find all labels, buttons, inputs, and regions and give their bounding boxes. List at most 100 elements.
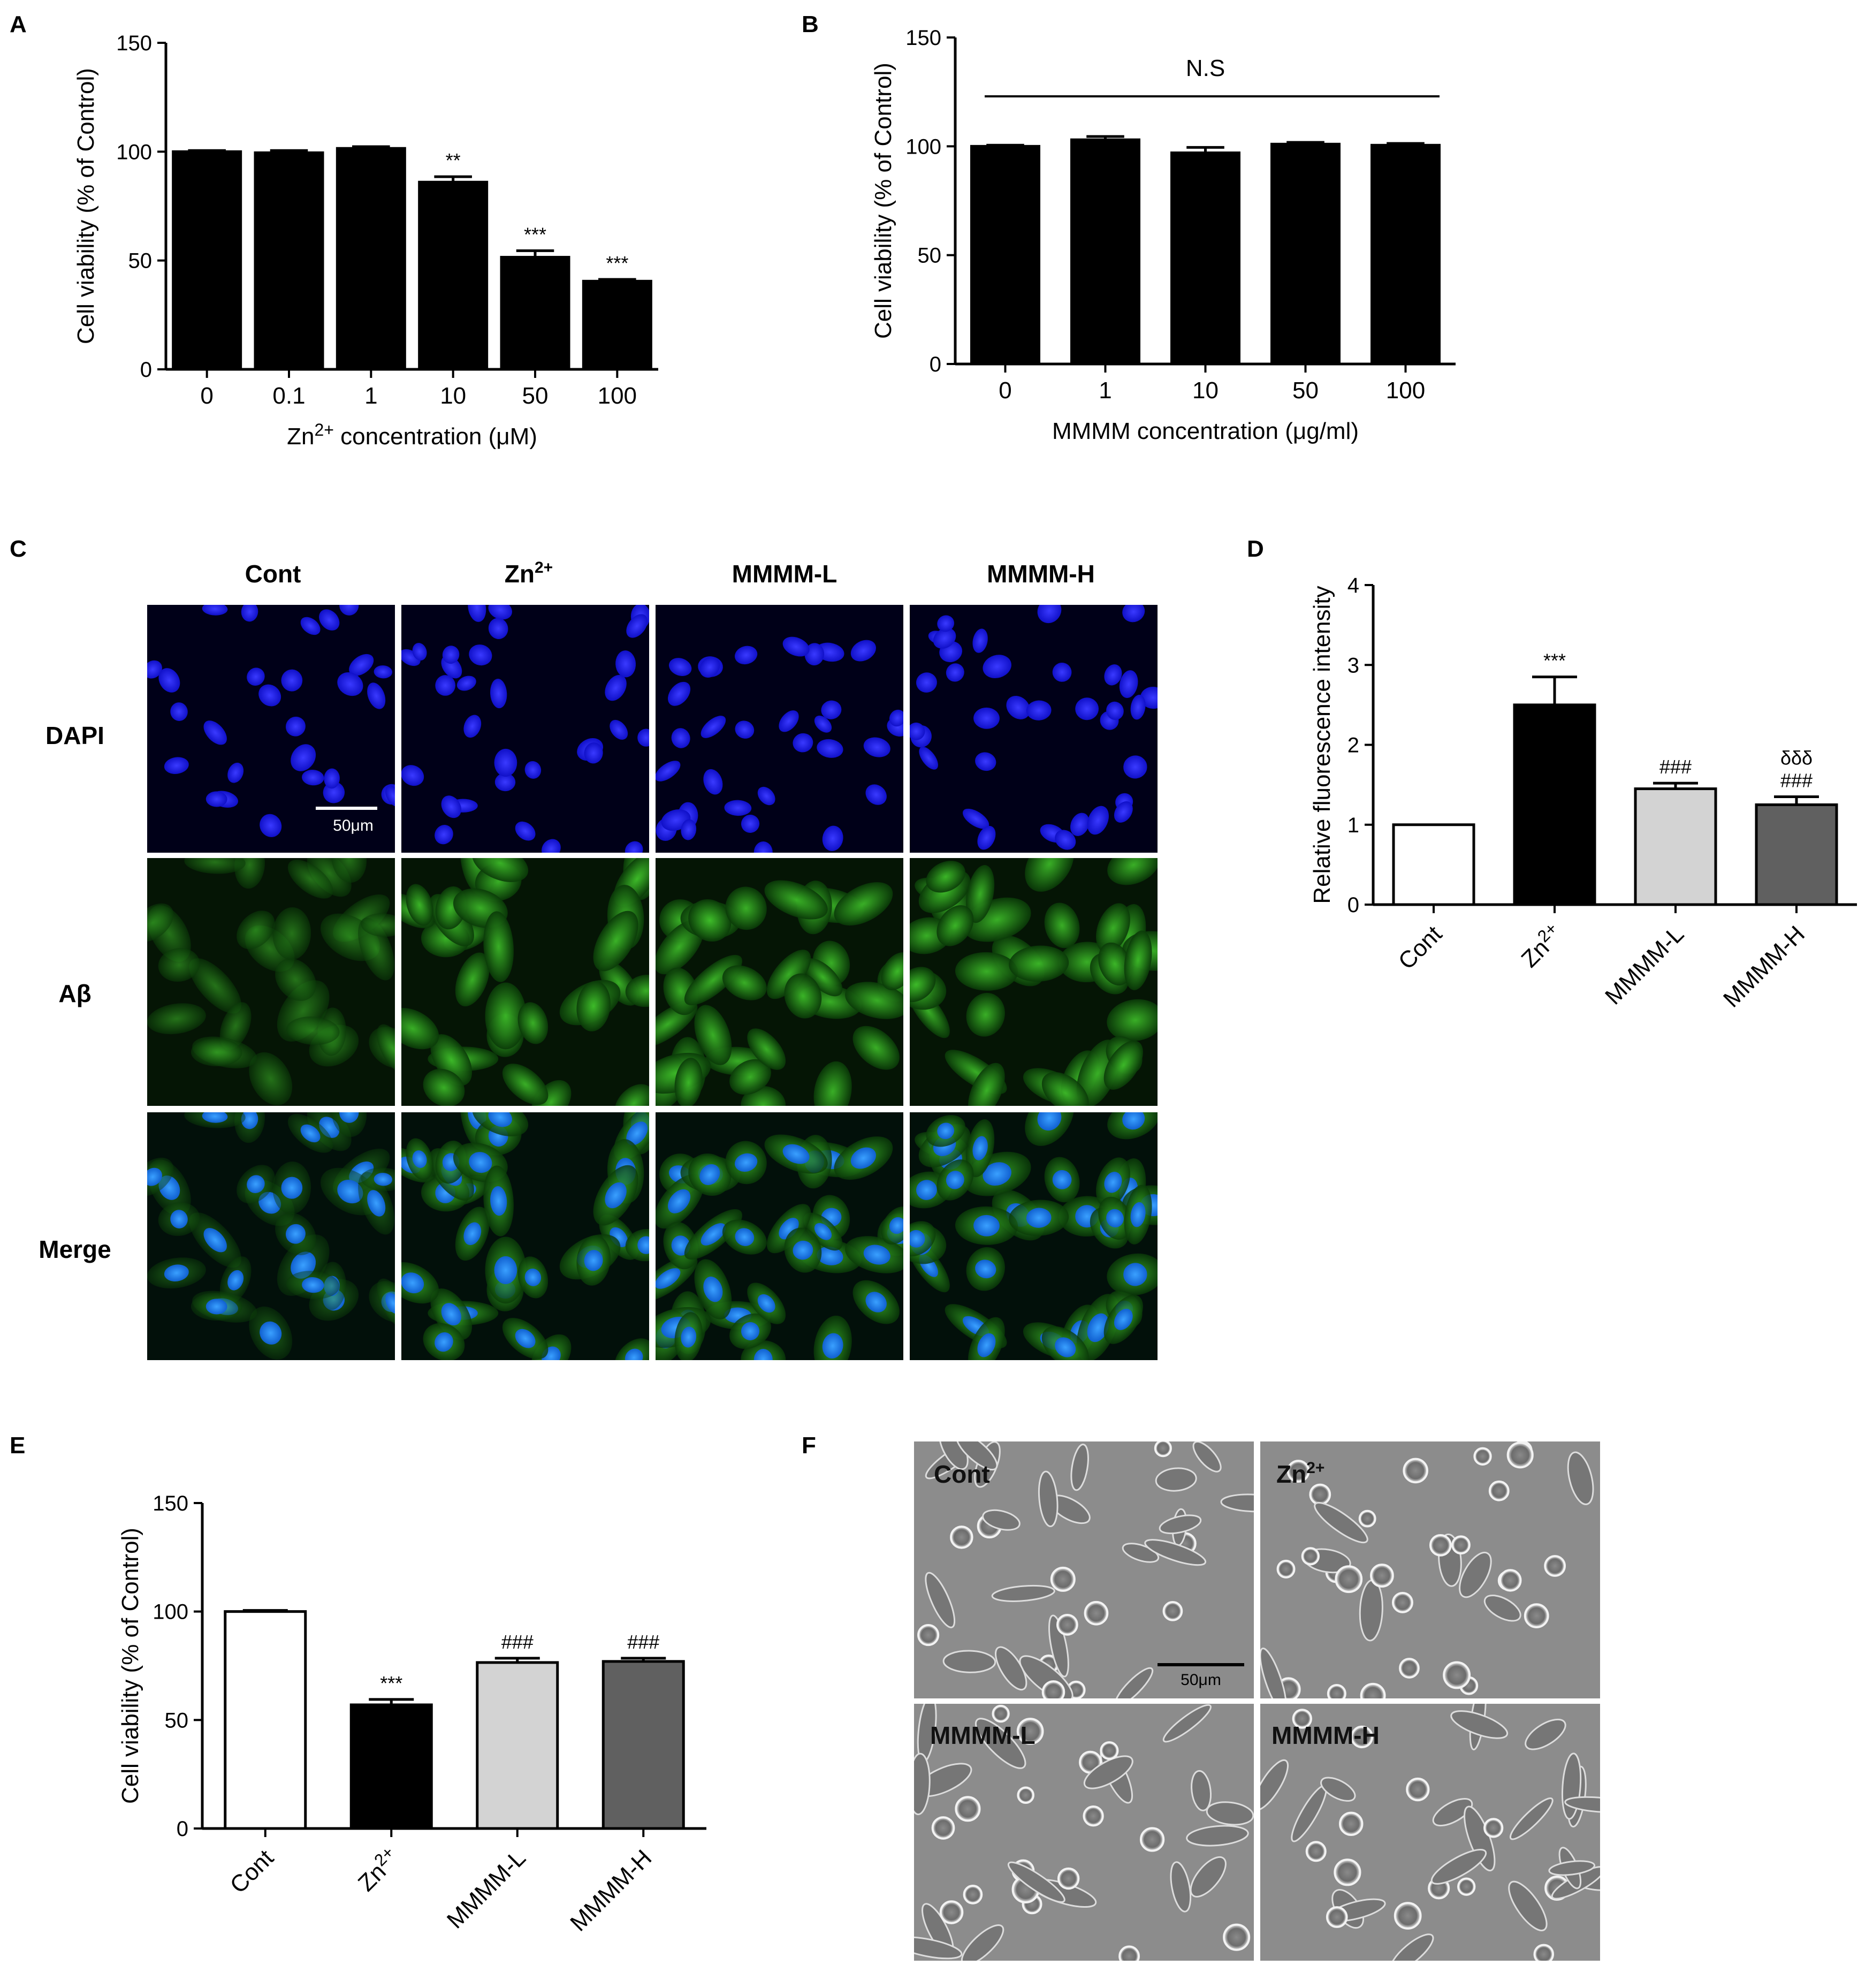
x-category-label: 50: [1292, 377, 1319, 404]
micrograph-tile: [401, 858, 649, 1106]
ns-annotation: N.S: [1186, 55, 1225, 81]
y-tick-label: 150: [153, 1492, 188, 1515]
column-header-cont: Cont: [245, 560, 301, 588]
nucleus: [605, 674, 627, 701]
nucleus: [367, 1190, 386, 1217]
nucleus: [699, 1164, 720, 1185]
x-axis-label: Zn2+ concentration (μM): [287, 420, 537, 450]
cell-body: [189, 958, 241, 1014]
rounded-cell: [1301, 1547, 1320, 1566]
micrograph-tile: [910, 858, 1158, 1106]
y-tick-label: 100: [153, 1600, 188, 1624]
nucleus: [701, 716, 726, 738]
spread-cell: [1155, 1467, 1197, 1492]
nucleus: [170, 1210, 188, 1228]
rounded-cell: [1544, 1555, 1566, 1577]
nucleus: [441, 795, 462, 818]
nucleus: [324, 768, 340, 789]
cell-body: [1025, 858, 1074, 892]
column-header-mmmm-l: MMMM-L: [732, 560, 837, 588]
spread-cell: [1390, 1933, 1434, 1961]
nucleus: [753, 841, 773, 853]
nucleus: [374, 1173, 393, 1186]
rounded-cell: [1339, 1811, 1364, 1837]
y-axis-label: Cell viability (% of Control): [117, 1528, 143, 1804]
cell-body: [722, 965, 767, 1000]
cell-body: [725, 886, 767, 930]
cell-body: [219, 1002, 252, 1050]
rounded-cell: [1488, 1480, 1510, 1501]
nucleus: [1114, 801, 1133, 823]
cell-body: [191, 1038, 242, 1067]
cell-body: [287, 860, 333, 899]
micrograph-tile: [401, 605, 649, 853]
rounded-cell: [1406, 1777, 1430, 1802]
bar: [336, 147, 406, 371]
nucleus: [488, 618, 508, 639]
x-category-label: 1: [364, 383, 377, 409]
nucleus: [975, 1259, 996, 1279]
nucleus: [668, 681, 691, 706]
rounded-cell: [992, 1704, 1010, 1723]
rounded-cell: [1084, 1600, 1109, 1626]
nucleus: [147, 1167, 162, 1186]
nucleus: [241, 605, 258, 622]
bar: [602, 1660, 685, 1830]
spread-cell: [1430, 1849, 1487, 1885]
y-tick-label: 3: [1347, 654, 1359, 677]
micrograph-tile: [910, 605, 1158, 853]
nucleus: [610, 719, 628, 740]
nucleus: [615, 650, 636, 678]
nucleus: [919, 747, 938, 770]
significance-label: ###: [1659, 756, 1692, 778]
column-header-mmmm-h: MMMM-H: [987, 560, 1095, 588]
nucleus: [817, 739, 843, 758]
nucleus: [735, 720, 755, 739]
nucleus: [241, 1112, 258, 1129]
cell-body: [184, 858, 246, 874]
nucleus: [367, 682, 386, 709]
bar: [254, 151, 324, 371]
spread-cell: [1564, 1796, 1600, 1814]
y-tick-label: 1: [1347, 814, 1359, 837]
nucleus: [435, 825, 453, 845]
spread-cell: [1170, 1861, 1192, 1913]
bar: [1371, 143, 1441, 366]
spread-cell: [1122, 1543, 1160, 1563]
spread-cell: [956, 1441, 998, 1471]
micrograph-tile: [147, 605, 395, 853]
rounded-cell: [1443, 1661, 1471, 1689]
nucleus: [205, 791, 227, 807]
nucleus: [515, 821, 536, 841]
nucleus: [793, 1240, 813, 1260]
cell-body: [455, 952, 490, 1007]
spread-cell: [1314, 1502, 1368, 1544]
rounded-cell: [1451, 1535, 1471, 1555]
nucleus: [605, 1182, 627, 1209]
rounded-cell: [1360, 1682, 1386, 1698]
x-category-label: MMMM-L: [442, 1845, 531, 1933]
nucleus: [1087, 806, 1109, 835]
significance-label: ###: [627, 1631, 659, 1653]
rounded-cell: [1370, 1564, 1394, 1588]
phase-contrast-tile: [914, 1441, 1254, 1698]
cell-body: [1044, 902, 1080, 949]
nucleus: [469, 644, 492, 666]
spread-cell: [1548, 1860, 1595, 1876]
nucleus: [285, 1224, 306, 1244]
nucleus: [300, 1124, 321, 1143]
y-axis-label: Relative fluorescence intensity: [1309, 586, 1335, 904]
nucleus: [285, 716, 306, 737]
rounded-cell: [1326, 1906, 1348, 1928]
spread-cell: [961, 1924, 1004, 1961]
nucleus: [972, 628, 988, 653]
cell-body: [158, 948, 200, 982]
nucleus: [946, 1171, 964, 1189]
spread-cell: [1459, 1552, 1492, 1598]
phase-label-mmmm-l: MMMM-L: [930, 1721, 1036, 1749]
bar: [500, 256, 570, 371]
nucleus: [281, 1177, 303, 1199]
spread-cell: [1191, 1770, 1212, 1811]
microscopy-grid-f: Cont Zn2+ MMMM-L MMMM-H 50μm: [914, 1441, 1600, 1961]
bar: [418, 180, 489, 371]
